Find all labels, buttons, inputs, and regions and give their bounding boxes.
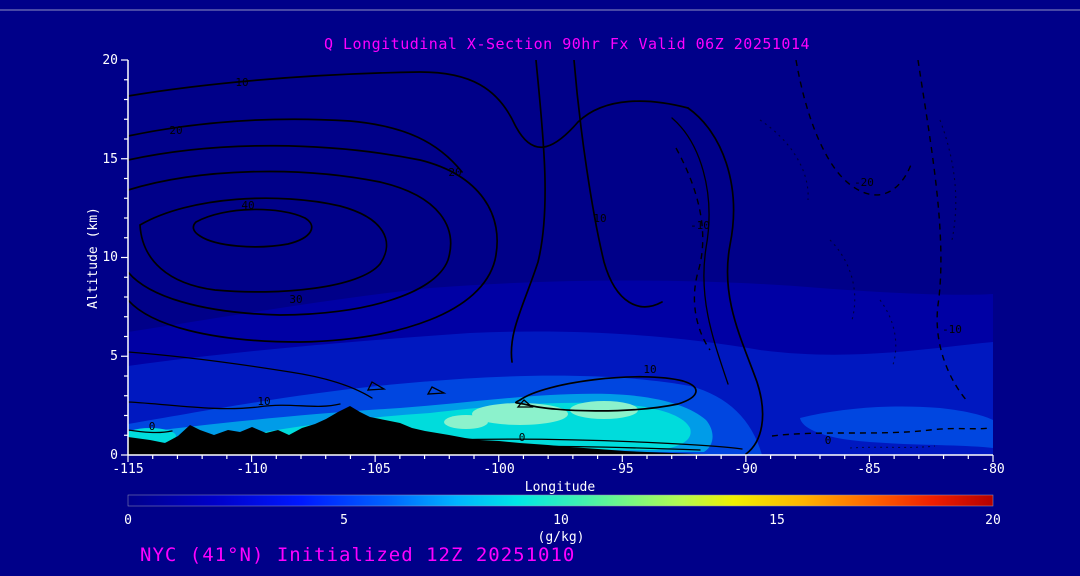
contour-label: 20 (448, 166, 461, 179)
axes: 20 15 10 5 0 -115 -110 -105 -100 -95 -90… (86, 53, 1005, 495)
contour-line-dashed (917, 60, 969, 403)
contour-line (128, 71, 689, 148)
contour-line-dashed (675, 147, 711, 351)
y-tick-label: 15 (102, 152, 118, 167)
y-tick-label: 10 (102, 250, 118, 265)
x-tick-label: -110 (236, 462, 267, 477)
contour-line (128, 170, 452, 316)
contour-line-dashed (939, 119, 957, 241)
contour-line (139, 197, 388, 293)
page-title: Q Longitudinal X-Section 90hr Fx Valid 0… (324, 35, 810, 53)
wind-contours-dashed (675, 60, 991, 449)
x-tick-label: -80 (981, 462, 1004, 477)
x-tick-label: -90 (734, 462, 757, 477)
contour-label: -10 (942, 323, 962, 336)
contour-line (128, 118, 463, 173)
fill-core-q11-b (570, 401, 638, 419)
contour-label: 0 (825, 434, 832, 447)
fill-layer-q5-east (800, 406, 993, 448)
contour-line-dashed (771, 427, 991, 437)
colorbar-tick-label: 10 (553, 513, 569, 528)
contour-line (128, 144, 498, 343)
contour-label: 30 (289, 293, 302, 306)
contour-line (128, 429, 173, 434)
contour-line-dashed (879, 299, 897, 369)
contour-line (128, 401, 341, 410)
contour-line (573, 60, 663, 308)
contour-speckle (426, 386, 447, 395)
x-tick-label: -85 (857, 462, 880, 477)
y-tick-label: 20 (102, 53, 118, 68)
x-tick-label: -105 (359, 462, 390, 477)
contour-line (687, 107, 764, 455)
colorbar-tick-label: 20 (985, 513, 1001, 528)
axis-ticks (121, 59, 994, 462)
colorbar-gradient-bar (127, 494, 994, 507)
fill-core-q11-c (444, 415, 488, 429)
contour-line (510, 60, 546, 363)
terrain-silhouette (128, 406, 721, 455)
contour-speckle (366, 381, 387, 391)
contour-line (671, 117, 729, 385)
x-tick-label: -100 (483, 462, 514, 477)
colorbar-tick-label: 0 (124, 513, 132, 528)
contour-speckle (516, 399, 534, 408)
x-tick-label: -95 (610, 462, 633, 477)
contour-line (192, 208, 313, 248)
contour-line-dashed (795, 60, 913, 196)
colorbar-unit-label: (g/kg) (538, 530, 585, 545)
contour-line (444, 438, 743, 450)
contour-label: 10 (643, 363, 656, 376)
contour-line (515, 375, 697, 412)
colorbar-tick-label: 5 (340, 513, 348, 528)
x-axis-title: Longitude (525, 480, 596, 495)
contour-label: -10 (690, 219, 710, 232)
contour-labels: 10 20 30 40 20 10 10 10 0 0 0 -20 -10 -1… (149, 76, 962, 447)
colorbar: 0 5 10 15 20 (g/kg) (124, 494, 1001, 545)
contour-label: 0 (149, 420, 156, 433)
y-tick-label: 5 (110, 349, 118, 364)
initialization-label: NYC (41°N) Initialized 12Z 20251010 (140, 544, 575, 566)
x-tick-label: -115 (112, 462, 143, 477)
y-axis-title: Altitude (km) (86, 207, 101, 309)
contour-line (128, 351, 373, 399)
wind-contours-solid (128, 60, 764, 455)
contour-label: 10 (593, 212, 606, 225)
colorbar-tick-label: 15 (769, 513, 785, 528)
contour-label: 0 (519, 431, 526, 444)
contour-label: 10 (235, 76, 248, 89)
y-tick-label: 0 (110, 448, 118, 463)
contour-label: 20 (169, 124, 182, 137)
contour-line-dashed (829, 239, 856, 321)
contour-label: -20 (854, 176, 874, 189)
contour-label: 10 (257, 395, 270, 408)
contour-line (459, 445, 701, 451)
contour-label: 40 (241, 199, 254, 212)
